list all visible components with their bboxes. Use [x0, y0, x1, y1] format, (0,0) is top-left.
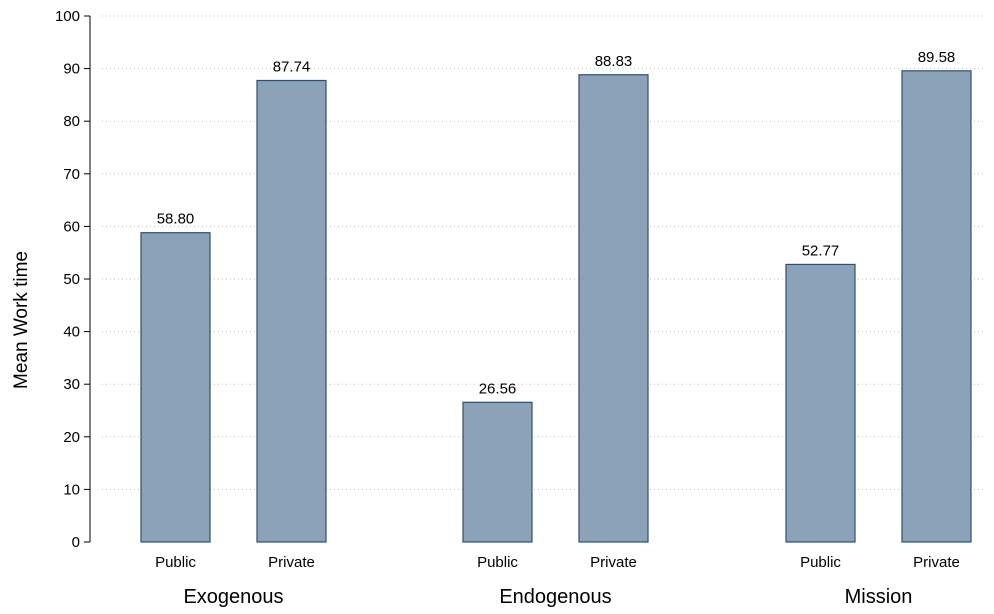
group-label: Exogenous	[183, 586, 283, 608]
bar-endogenous-public	[462, 401, 533, 543]
category-label: Public	[477, 554, 518, 571]
category-label: Public	[800, 554, 841, 571]
data-label: 58.80	[157, 211, 195, 228]
category-label: Private	[590, 554, 637, 571]
y-tick-label: 100	[55, 8, 80, 25]
data-label: 26.56	[479, 380, 517, 397]
bar-endogenous-private	[578, 74, 649, 543]
y-tick-label: 50	[63, 271, 80, 288]
labels: 58.80 Public 87.74 Private Exogenous 26.56 Pub…	[155, 49, 960, 608]
y-tick-label: 40	[63, 324, 80, 341]
group-label: Endogenous	[499, 586, 611, 608]
data-label: 88.83	[595, 53, 633, 70]
data-label: 87.74	[273, 58, 311, 75]
bars	[140, 70, 972, 543]
y-tick-label: 20	[63, 429, 80, 446]
category-label: Public	[155, 554, 196, 571]
gridlines	[102, 15, 984, 490]
y-axis: 0 10 20 30 40 50 60 70 80 90 100	[55, 8, 91, 551]
y-tick-label: 0	[72, 534, 80, 551]
bar-mission-private	[901, 70, 972, 543]
y-axis-label: Mean Work time	[11, 251, 32, 389]
bar-mission-public	[785, 263, 856, 543]
group-label: Mission	[845, 586, 913, 608]
y-tick-label: 80	[63, 113, 80, 130]
data-label: 52.77	[802, 242, 840, 259]
category-label: Private	[913, 554, 960, 571]
bar-exogenous-private	[256, 79, 327, 543]
data-label: 89.58	[918, 49, 956, 66]
y-tick-label: 30	[63, 376, 80, 393]
bar-exogenous-public	[140, 232, 211, 543]
y-tick-label: 90	[63, 61, 80, 78]
y-tick-label: 10	[63, 481, 80, 498]
y-tick-label: 60	[63, 218, 80, 235]
category-label: Private	[268, 554, 315, 571]
y-tick-label: 70	[63, 166, 80, 183]
